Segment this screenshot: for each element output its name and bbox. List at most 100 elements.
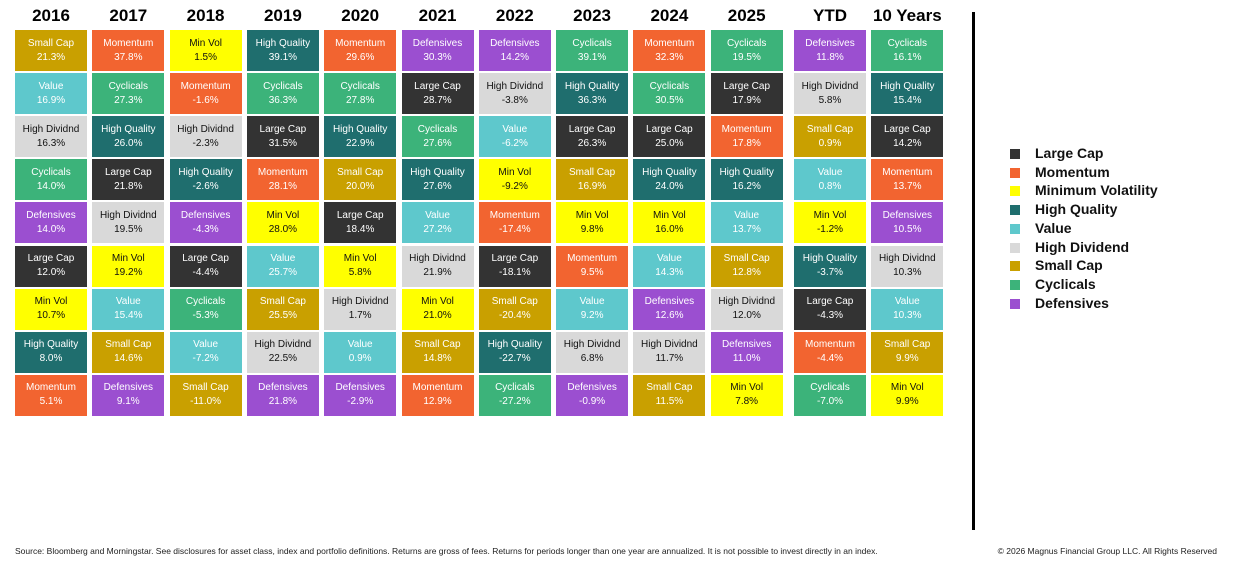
cell-value: 39.1% bbox=[577, 51, 607, 63]
cell-value: 14.3% bbox=[655, 267, 684, 278]
cell-label: Momentum bbox=[180, 80, 231, 92]
cell-value: 14.8% bbox=[423, 353, 452, 365]
cell-label: Large Cap bbox=[723, 80, 771, 92]
return-cell: Momentum 5.1% bbox=[15, 374, 87, 416]
return-cell: High Quality 26.0% bbox=[92, 116, 165, 158]
return-cell: Min Vol 1.5% bbox=[169, 30, 242, 71]
cell-label: High Quality bbox=[487, 339, 543, 351]
cell-label: Value bbox=[270, 253, 296, 264]
cell-label: Cyclicals bbox=[726, 37, 767, 49]
cell-value: 18.4% bbox=[346, 223, 375, 235]
cell-value: 0.9% bbox=[818, 137, 842, 149]
cell-value: 8.0% bbox=[39, 353, 63, 365]
cell-label: Small Cap bbox=[259, 296, 306, 308]
cell-label: High Quality bbox=[101, 123, 156, 135]
cell-value: 28.7% bbox=[423, 94, 452, 106]
return-cell: Defensives 14.0% bbox=[15, 202, 87, 244]
cell-label: Cyclicals bbox=[495, 382, 535, 394]
cell-value: 5.8% bbox=[818, 94, 842, 106]
return-cell: Momentum 13.7% bbox=[871, 159, 944, 201]
cell-value: 0.9% bbox=[348, 353, 372, 365]
cell-label: High Dividnd bbox=[641, 339, 698, 351]
return-cell: High Quality -2.6% bbox=[169, 159, 242, 201]
cell-value: -18.1% bbox=[498, 267, 531, 278]
cell-value: -3.7% bbox=[816, 267, 844, 278]
return-cell: Momentum 17.8% bbox=[710, 116, 783, 158]
cell-value: 14.0% bbox=[36, 223, 66, 235]
cell-label: Small Cap bbox=[723, 253, 770, 264]
return-cell: Min Vol -9.2% bbox=[478, 159, 551, 201]
legend-swatch bbox=[1010, 261, 1020, 272]
return-cell: Defensives 9.1% bbox=[92, 374, 165, 416]
cell-label: High Dividnd bbox=[563, 339, 621, 351]
column-header: 2021 bbox=[418, 6, 457, 25]
cell-value: 30.5% bbox=[655, 94, 684, 106]
cell-label: Small Cap bbox=[646, 382, 693, 394]
cell-label: Momentum bbox=[103, 37, 154, 49]
return-cell: High Quality 27.6% bbox=[401, 159, 474, 201]
cell-value: 7.8% bbox=[735, 396, 759, 408]
return-cell: High Quality 24.0% bbox=[633, 159, 706, 201]
return-cell: High Dividnd 22.5% bbox=[246, 331, 319, 373]
return-cell: High Dividnd 10.3% bbox=[871, 245, 944, 287]
cell-label: Defensives bbox=[490, 37, 540, 49]
return-cell: Defensives 11.8% bbox=[794, 30, 866, 71]
cell-label: Large Cap bbox=[568, 123, 616, 135]
cell-label: High Quality bbox=[642, 166, 697, 178]
return-cell: Min Vol 19.2% bbox=[92, 245, 165, 287]
cell-label: Small Cap bbox=[491, 296, 538, 308]
cell-label: Min Vol bbox=[266, 209, 300, 221]
cell-value: 13.7% bbox=[893, 180, 922, 192]
cell-label: Small Cap bbox=[337, 166, 384, 178]
return-cell: Value -7.2% bbox=[169, 331, 242, 373]
cell-value: 9.2% bbox=[580, 310, 604, 322]
column-header: 2020 bbox=[341, 6, 380, 25]
cell-value: 11.7% bbox=[655, 353, 684, 365]
cell-label: High Quality bbox=[332, 123, 388, 135]
cell-label: Cyclicals bbox=[31, 166, 71, 178]
cell-value: 22.9% bbox=[346, 137, 375, 149]
return-cell: Value 0.8% bbox=[794, 159, 866, 201]
cell-value: -7.0% bbox=[816, 396, 844, 408]
return-cell: Min Vol 9.8% bbox=[556, 202, 629, 244]
return-cell: Small Cap 0.9% bbox=[794, 116, 866, 158]
return-cell: Value 9.2% bbox=[556, 288, 629, 330]
return-cell: High Dividnd 21.9% bbox=[401, 245, 474, 287]
cell-value: 12.9% bbox=[423, 396, 452, 408]
return-cell: Small Cap 14.8% bbox=[401, 331, 474, 373]
return-cell: Min Vol 28.0% bbox=[246, 202, 319, 244]
cell-label: Defensives bbox=[103, 382, 154, 394]
cell-label: Large Cap bbox=[491, 253, 539, 264]
cell-label: High Dividnd bbox=[177, 123, 234, 135]
cell-label: Momentum bbox=[489, 209, 540, 221]
cell-label: High Quality bbox=[880, 80, 935, 92]
cell-value: -4.4% bbox=[192, 267, 219, 278]
return-cell: Momentum 32.3% bbox=[633, 30, 706, 71]
return-cell: Large Cap 28.7% bbox=[401, 73, 474, 115]
return-cell: Small Cap -11.0% bbox=[169, 374, 242, 416]
cell-value: 27.6% bbox=[423, 180, 452, 192]
cell-value: -1.2% bbox=[816, 223, 844, 235]
legend-label: High Quality bbox=[1035, 201, 1118, 218]
cell-value: 13.7% bbox=[732, 223, 761, 235]
return-cell: Min Vol 9.9% bbox=[871, 374, 944, 416]
cell-value: 10.3% bbox=[893, 310, 922, 322]
return-cell: Min Vol 7.8% bbox=[710, 374, 783, 416]
cell-value: -4.3% bbox=[816, 310, 844, 322]
cell-label: Large Cap bbox=[414, 80, 461, 92]
cell-label: Min Vol bbox=[421, 296, 454, 308]
legend-label: Momentum bbox=[1035, 163, 1110, 180]
cell-value: -0.9% bbox=[579, 396, 606, 408]
cell-value: 16.9% bbox=[577, 180, 607, 192]
cell-label: High Quality bbox=[564, 80, 620, 92]
cell-value: 16.2% bbox=[732, 180, 761, 192]
cell-value: 11.0% bbox=[732, 353, 761, 365]
cell-value: 26.3% bbox=[577, 137, 607, 149]
cell-value: 21.0% bbox=[423, 310, 452, 322]
return-cell: Small Cap 21.3% bbox=[15, 30, 87, 71]
return-cell: High Quality 22.9% bbox=[324, 116, 397, 158]
return-cell: Small Cap 20.0% bbox=[324, 159, 397, 201]
cell-value: 14.2% bbox=[893, 137, 922, 149]
cell-value: 9.9% bbox=[895, 396, 919, 408]
cell-value: 17.8% bbox=[732, 137, 761, 149]
